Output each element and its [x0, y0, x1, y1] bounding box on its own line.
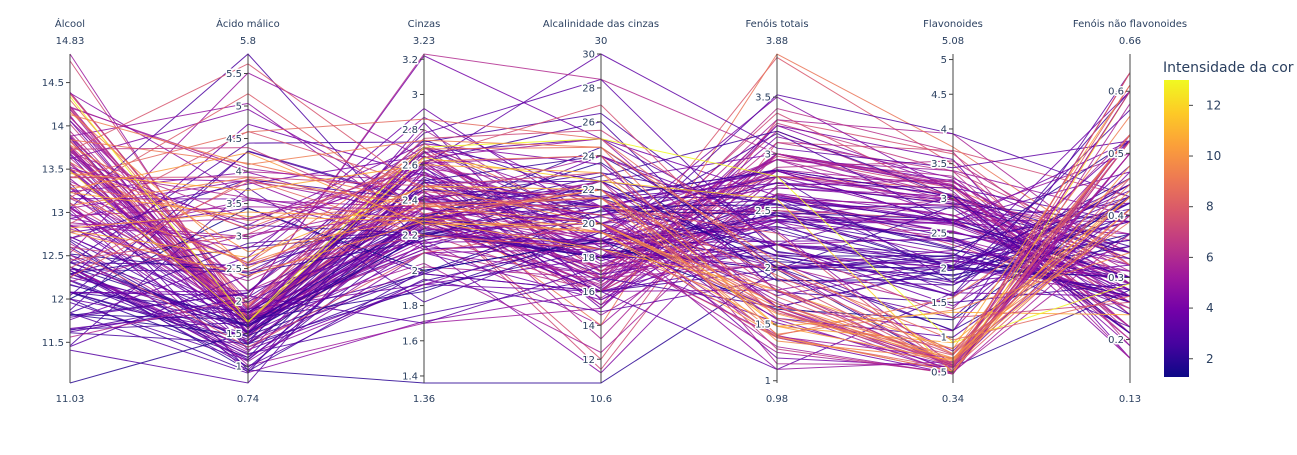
- axis-tick-label-6-0: 0.2: [1108, 335, 1124, 346]
- axis-tick-label-0-1: 12: [51, 295, 64, 306]
- axis-max-label-3: 30: [595, 36, 608, 47]
- axis-tick-label-4-4: 3: [765, 149, 771, 160]
- colorbar-tick-label-1: 4: [1206, 301, 1214, 315]
- axis-title-0: Álcool: [55, 17, 85, 30]
- colorbar-tick-label-2: 6: [1206, 250, 1214, 264]
- axis-tick-label-1-0: 1: [236, 362, 242, 373]
- axis-tick-label-2-8: 3: [412, 90, 418, 101]
- axis-tick-label-3-7: 26: [582, 117, 595, 128]
- axis-title-3: Alcalinidade das cinzas: [543, 19, 659, 30]
- axis-tick-label-1-9: 5.5: [226, 69, 242, 80]
- axis-tick-label-2-7: 2.8: [402, 125, 418, 136]
- axis-tick-label-2-6: 2.6: [402, 160, 418, 171]
- axis-6[interactable]: Fenóis não flavonoides 0.66 0.13 0.2 0.3 0.4 0…: [1073, 18, 1187, 405]
- axis-tick-label-1-4: 3: [236, 232, 242, 243]
- axis-max-label-4: 3.88: [766, 36, 788, 47]
- axis-tick-label-3-4: 20: [582, 219, 595, 230]
- axis-tick-label-1-2: 2: [236, 297, 242, 308]
- axis-min-label-0: 11.03: [56, 394, 85, 405]
- colorbar-title: Intensidade da cor: [1163, 60, 1294, 76]
- axis-tick-label-5-8: 4.5: [931, 90, 947, 101]
- axis-tick-label-5-9: 5: [941, 55, 947, 66]
- axis-tick-label-5-4: 2.5: [931, 229, 947, 240]
- axis-max-label-1: 5.8: [240, 36, 256, 47]
- axis-tick-label-2-5: 2.4: [402, 196, 418, 207]
- axis-tick-label-5-0: 0.5: [931, 367, 947, 378]
- colorbar: Intensidade da cor 2 4 6 8 10 12: [1163, 60, 1294, 377]
- axis-0[interactable]: Álcool 14.83 11.03 11.5 12 12.5 13 13.5 14 14.5: [40, 17, 85, 405]
- axis-min-label-5: 0.34: [942, 394, 964, 405]
- axis-tick-label-1-8: 5: [236, 102, 242, 113]
- axis-min-label-1: 0.74: [237, 394, 259, 405]
- axis-tick-label-6-4: 0.6: [1108, 87, 1124, 98]
- axis-tick-label-3-8: 28: [582, 83, 595, 94]
- axis-title-1: Ácido málico: [216, 17, 280, 30]
- colorbar-tick-label-4: 10: [1206, 149, 1221, 163]
- axis-tick-label-2-2: 1.8: [402, 301, 418, 312]
- axis-tick-label-3-3: 18: [582, 253, 595, 264]
- axis-4[interactable]: Fenóis totais 3.88 0.98 1 1.5 2 2.5 3 3.5: [745, 18, 808, 405]
- axis-tick-label-6-2: 0.4: [1108, 211, 1124, 222]
- axis-tick-label-2-9: 3.2: [402, 55, 418, 66]
- axis-tick-label-5-6: 3.5: [931, 159, 947, 170]
- axis-tick-label-3-5: 22: [582, 185, 595, 196]
- axis-tick-label-0-6: 14.5: [42, 78, 64, 89]
- axis-tick-label-4-2: 2: [765, 263, 771, 274]
- axis-tick-label-0-2: 12.5: [42, 251, 64, 262]
- colorbar-tick-label-0: 2: [1206, 352, 1214, 366]
- axis-max-label-2: 3.23: [413, 36, 435, 47]
- axis-tick-label-1-6: 4: [236, 167, 242, 178]
- axis-tick-label-5-3: 2: [941, 263, 947, 274]
- axis-5[interactable]: Flavonoides 5.08 0.34 0.5 1 1.5 2 2.5 3 3.5 4 4.5 5: [923, 19, 983, 405]
- axis-tick-label-0-0: 11.5: [42, 338, 64, 349]
- axis-tick-label-4-3: 2.5: [755, 206, 771, 217]
- axis-max-label-0: 14.83: [56, 36, 85, 47]
- axis-min-label-4: 0.98: [766, 394, 788, 405]
- axis-tick-label-2-1: 1.6: [402, 336, 418, 347]
- axis-tick-label-5-5: 3: [941, 194, 947, 205]
- axis-tick-label-6-3: 0.5: [1108, 149, 1124, 160]
- axis-tick-label-3-1: 14: [582, 321, 595, 332]
- axis-tick-label-5-1: 1: [941, 333, 947, 344]
- axis-title-2: Cinzas: [408, 19, 441, 30]
- axis-min-label-2: 1.36: [413, 394, 435, 405]
- colorbar-gradient: [1164, 80, 1189, 377]
- axis-max-label-6: 0.66: [1119, 36, 1141, 47]
- axis-tick-label-1-3: 2.5: [226, 264, 242, 275]
- axis-tick-label-1-7: 4.5: [226, 134, 242, 145]
- axis-3[interactable]: Alcalinidade das cinzas 30 10.6 12 14 16 18 20 2…: [543, 19, 659, 405]
- axis-tick-label-5-2: 1.5: [931, 298, 947, 309]
- axis-tick-label-1-5: 3.5: [226, 199, 242, 210]
- axes: Álcool14.8311.0311.51212.51313.51414.5Ác…: [40, 17, 1187, 405]
- axis-2[interactable]: Cinzas 3.23 1.36 1.4 1.6 1.8 2 2.2 2.4 2.6 2.8 3 3.2: [401, 19, 441, 405]
- axis-min-label-6: 0.13: [1119, 394, 1141, 405]
- axis-tick-label-5-7: 4: [941, 124, 947, 135]
- axis-title-6: Fenóis não flavonoides: [1073, 18, 1187, 30]
- axis-tick-label-3-0: 12: [582, 355, 595, 366]
- colorbar-tick-label-5: 12: [1206, 98, 1221, 112]
- axis-tick-label-1-1: 1.5: [226, 329, 242, 340]
- axis-tick-label-2-3: 2: [412, 266, 418, 277]
- axis-tick-label-4-5: 3.5: [755, 93, 771, 104]
- axis-tick-label-3-2: 16: [582, 287, 595, 298]
- axis-tick-label-2-4: 2.2: [402, 231, 418, 242]
- axis-tick-label-3-9: 30: [582, 50, 595, 61]
- axis-title-5: Flavonoides: [923, 19, 983, 30]
- axis-tick-label-6-1: 0.3: [1108, 273, 1124, 284]
- axis-title-4: Fenóis totais: [745, 18, 808, 30]
- axis-tick-label-4-0: 1: [765, 376, 771, 387]
- axis-tick-label-0-3: 13: [51, 208, 64, 219]
- axis-max-label-5: 5.08: [942, 36, 964, 47]
- axis-tick-label-2-0: 1.4: [402, 371, 418, 382]
- axis-tick-label-4-1: 1.5: [755, 320, 771, 331]
- colorbar-tick-label-3: 8: [1206, 200, 1214, 214]
- axis-tick-label-3-6: 24: [582, 151, 595, 162]
- axis-1[interactable]: Ácido málico 5.8 0.74 1 1.5 2 2.5 3 3.5 4 4.5 5 5.5: [216, 17, 280, 405]
- axis-min-label-3: 10.6: [590, 394, 612, 405]
- axis-tick-label-0-5: 14: [51, 121, 64, 132]
- axis-tick-label-0-4: 13.5: [42, 165, 64, 176]
